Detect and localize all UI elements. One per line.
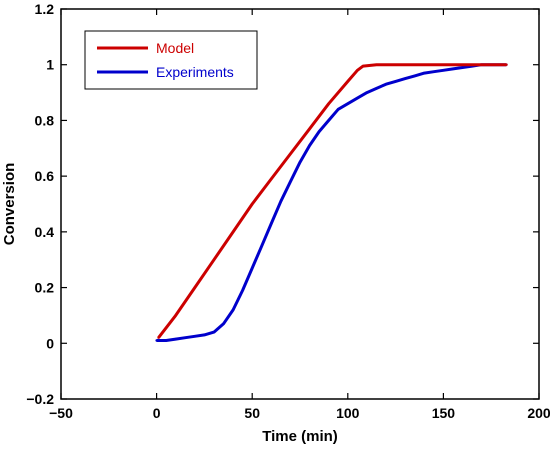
data-point-model (193, 286, 196, 289)
data-point-experiments (203, 333, 206, 337)
data-point-model (308, 127, 311, 130)
x-tick-label: 200 (527, 405, 550, 421)
data-point-model (289, 152, 292, 156)
data-point-experiments (346, 102, 349, 105)
y-tick-label: 1 (46, 57, 54, 73)
x-tick-label: 50 (244, 405, 260, 421)
legend-box (84, 30, 258, 90)
data-point-experiments (193, 335, 196, 338)
data-point-experiments (337, 108, 340, 111)
data-point-experiments (423, 71, 426, 75)
legend-label-model: Model (156, 40, 194, 56)
data-point-experiments (279, 200, 283, 203)
data-point-experiments (222, 322, 225, 325)
y-tick-label: −0.2 (26, 391, 54, 407)
data-point-experiments (413, 74, 416, 78)
data-point-experiments (184, 336, 187, 339)
y-axis-title: Conversion (1, 163, 18, 246)
y-tick-label: 0.8 (35, 112, 55, 128)
data-point-experiments (165, 339, 168, 342)
data-point-model (174, 314, 177, 317)
data-point-model (327, 102, 330, 105)
data-point-experiments (298, 161, 302, 164)
y-tick-label: 1.2 (35, 1, 55, 17)
x-tick-labels: −50 0 50 100 150 200 (49, 405, 550, 421)
data-point-model (423, 63, 426, 66)
data-point-experiments (404, 77, 407, 80)
data-point-model (251, 202, 254, 206)
series-line-experiments (156, 63, 507, 342)
data-point-model (270, 177, 273, 181)
data-point-experiments (289, 180, 292, 183)
data-point-model (231, 230, 235, 234)
data-point-model (505, 63, 508, 66)
data-point-model (375, 63, 378, 66)
data-point-experiments (461, 66, 464, 69)
data-point-experiments (174, 337, 177, 341)
data-point-experiments (317, 130, 321, 133)
x-tick-label: −50 (49, 405, 73, 421)
y-tick-label: 0.6 (35, 168, 55, 184)
data-point-model (346, 80, 349, 83)
x-tick-label: 0 (153, 405, 161, 421)
series-line-model (157, 63, 507, 339)
data-point-experiments (365, 91, 369, 94)
data-point-model (361, 64, 365, 68)
data-point-experiments (375, 87, 378, 90)
y-tick-label: 0.4 (35, 224, 55, 240)
data-point-model (212, 258, 216, 261)
data-point-experiments (432, 70, 435, 73)
data-point-experiments (308, 144, 311, 147)
y-tick-labels: −0.2 0 0.2 0.4 0.6 0.8 1 1.2 (26, 1, 54, 407)
data-point-experiments (212, 330, 216, 334)
data-point-experiments (356, 96, 359, 100)
y-tick-label: 0 (46, 335, 54, 351)
data-point-experiments (251, 266, 254, 270)
data-point-experiments (241, 289, 244, 292)
x-tick-label: 150 (432, 405, 456, 421)
data-point-model (356, 69, 359, 72)
plot-frame (60, 8, 540, 400)
series-layer (155, 63, 508, 342)
data-point-experiments (231, 308, 235, 312)
data-point-experiments (327, 119, 330, 122)
data-point-model (394, 63, 397, 66)
data-point-experiments (442, 69, 445, 72)
data-point-model (461, 63, 464, 66)
data-point-experiments (451, 67, 455, 71)
x-tick-label: 100 (336, 405, 360, 421)
tick-marks (60, 8, 540, 400)
data-point-experiments (260, 244, 263, 247)
data-point-model (157, 336, 160, 339)
data-point-experiments (155, 339, 158, 342)
data-point-experiments (394, 80, 397, 83)
legend-label-experiments: Experiments (156, 64, 234, 80)
legend: Model Experiments (84, 30, 258, 90)
data-point-experiments (270, 222, 273, 225)
x-axis-title: Time (min) (262, 428, 338, 445)
data-point-experiments (384, 83, 388, 86)
y-tick-label: 0.2 (35, 280, 55, 296)
